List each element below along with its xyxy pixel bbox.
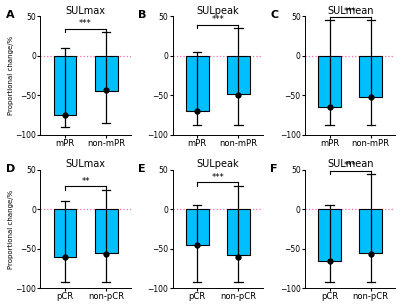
Title: SULmax: SULmax	[66, 6, 105, 16]
Text: **: **	[81, 177, 90, 186]
Title: SULpeak: SULpeak	[196, 6, 239, 16]
Bar	[54, 209, 76, 257]
Bar	[359, 56, 382, 97]
Bar	[54, 56, 76, 115]
Title: SULmax: SULmax	[66, 159, 105, 169]
Text: ***: ***	[344, 161, 356, 170]
Bar	[186, 209, 209, 245]
Text: ***: ***	[344, 7, 356, 16]
Text: D: D	[6, 164, 15, 174]
Text: F: F	[270, 164, 278, 174]
Bar	[186, 56, 209, 111]
Bar	[227, 56, 250, 94]
Bar	[95, 209, 117, 253]
Text: B: B	[138, 10, 146, 20]
Bar	[359, 209, 382, 253]
Bar	[95, 56, 117, 91]
Y-axis label: Proportional change/%: Proportional change/%	[8, 189, 14, 269]
Text: C: C	[270, 10, 279, 20]
Text: ***: ***	[211, 15, 224, 24]
Text: ***: ***	[211, 173, 224, 182]
Bar	[227, 209, 250, 255]
Text: E: E	[138, 164, 146, 174]
Bar	[318, 56, 341, 107]
Bar	[318, 209, 341, 261]
Text: ***: ***	[79, 19, 92, 28]
Text: A: A	[6, 10, 14, 20]
Title: SULmean: SULmean	[327, 6, 373, 16]
Title: SULpeak: SULpeak	[196, 159, 239, 169]
Title: SULmean: SULmean	[327, 159, 373, 169]
Y-axis label: Proportional change/%: Proportional change/%	[8, 36, 14, 115]
